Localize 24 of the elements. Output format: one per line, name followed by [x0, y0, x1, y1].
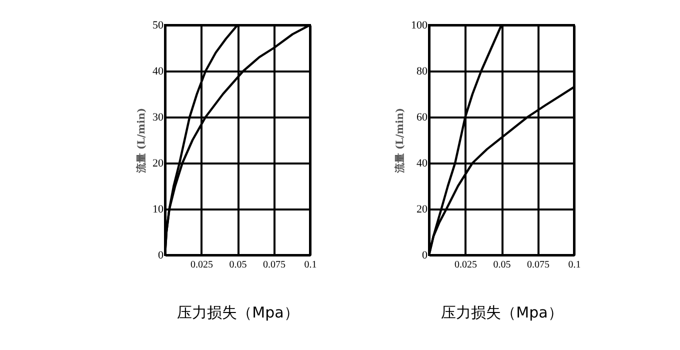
x-tick-label: 0.1	[304, 260, 317, 270]
y-tick-label: 10	[152, 204, 164, 216]
y-tick-label: 40	[152, 66, 164, 78]
x-tick-label: 0.025	[454, 260, 477, 270]
y-tick-label: 30	[152, 112, 164, 124]
x-tick-label: 0.025	[190, 260, 213, 270]
y-tick-label: 0	[422, 250, 428, 262]
x-tick-label: 0.075	[263, 260, 286, 270]
y-tick-label: 80	[416, 66, 428, 78]
x-axis-title: 压力损失（Mpa）	[441, 304, 563, 322]
x-axis-title: 压力损失（Mpa）	[177, 304, 299, 322]
y-tick-label: 40	[416, 158, 428, 170]
x-tick-label: 0.1	[568, 260, 581, 270]
x-tick-label: 0.05	[229, 260, 247, 270]
y-tick-label: 0	[158, 250, 164, 262]
y-tick-label: 50	[152, 20, 164, 32]
y-tick-label: 20	[416, 204, 428, 216]
x-tick-label: 0.075	[527, 260, 550, 270]
y-tick-label: 100	[411, 20, 428, 32]
y-axis-title: 流量 (L/min)	[394, 108, 406, 174]
y-tick-label: 60	[416, 112, 428, 124]
y-tick-label: 20	[152, 158, 164, 170]
y-axis-title: 流量 (L/min)	[136, 108, 148, 174]
x-tick-label: 0.05	[493, 260, 511, 270]
